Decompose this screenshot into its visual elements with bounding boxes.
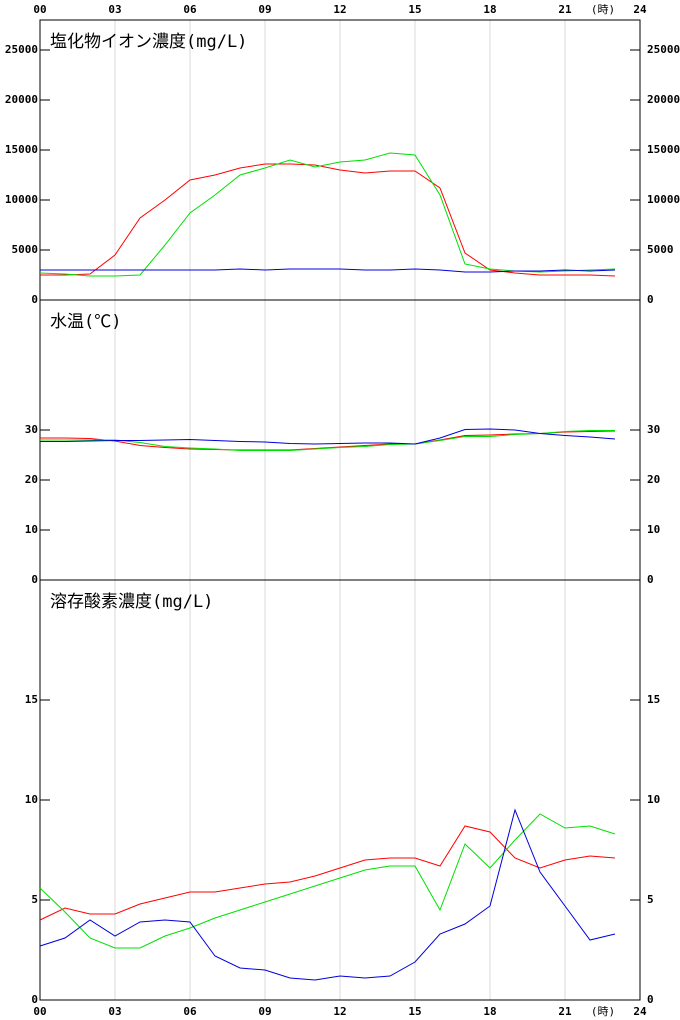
y-tick-label: 10 (647, 523, 660, 536)
x-tick-label: 21 (558, 1005, 572, 1018)
y-tick-label: 10000 (647, 193, 680, 206)
data-line (39, 808, 616, 981)
x-tick-label: 12 (333, 3, 346, 16)
y-tick-label: 20 (25, 473, 38, 486)
y-tick-label: 30 (647, 423, 660, 436)
y-tick-label: 15 (25, 693, 38, 706)
data-line (40, 268, 616, 273)
y-tick-label: 10 (25, 523, 38, 536)
y-tick-label: 10000 (5, 193, 38, 206)
x-tick-label: 03 (108, 1005, 121, 1018)
x-tick-label: 06 (183, 1005, 197, 1018)
data-line (39, 813, 616, 949)
panel-title: 溶存酸素濃度(mg/L) (50, 592, 213, 612)
y-tick-label: 5 (31, 893, 38, 906)
y-tick-label: 0 (647, 993, 654, 1006)
x-tick-label: 12 (333, 1005, 346, 1018)
x-tick-label: 03 (108, 3, 121, 16)
y-tick-label: 30 (25, 423, 38, 436)
x-tick-label: 21 (558, 3, 572, 16)
x-tick-label: 24 (633, 1005, 647, 1018)
y-tick-label: 25000 (647, 43, 680, 56)
y-tick-label: 15000 (647, 143, 680, 156)
panel-title: 塩化物イオン濃度(mg/L) (50, 32, 247, 52)
x-tick-label: 09 (258, 3, 271, 16)
data-line (40, 163, 616, 277)
plot-frame (39, 579, 641, 1001)
x-tick-label: 15 (408, 1005, 421, 1018)
y-tick-label: 0 (647, 573, 654, 586)
x-tick-label: 06 (183, 3, 197, 16)
y-tick-label: 20000 (647, 93, 680, 106)
x-tick-label: 15 (408, 3, 421, 16)
y-tick-label: 5000 (12, 243, 39, 256)
x-tick-label: 00 (33, 3, 46, 16)
y-tick-label: 0 (31, 993, 38, 1006)
y-tick-label: 5 (647, 893, 654, 906)
x-unit: (時) (591, 3, 615, 16)
data-line (39, 825, 616, 921)
x-tick-label: 18 (483, 1005, 496, 1018)
y-tick-label: 10 (25, 793, 38, 806)
y-tick-label: 15 (647, 693, 660, 706)
y-tick-label: 0 (647, 293, 654, 306)
data-line (39, 152, 616, 277)
data-line (40, 430, 615, 451)
y-tick-label: 10 (647, 793, 660, 806)
y-tick-label: 20 (647, 473, 660, 486)
y-tick-label: 20000 (5, 93, 38, 106)
y-tick-label: 0 (31, 293, 38, 306)
y-tick-label: 5000 (647, 243, 674, 256)
x-tick-label: 18 (483, 3, 496, 16)
x-tick-label: 09 (258, 1005, 271, 1018)
panel-title: 水温(℃) (50, 312, 121, 332)
x-unit: (時) (591, 1005, 615, 1018)
y-tick-label: 0 (31, 573, 38, 586)
y-tick-label: 15000 (5, 143, 38, 156)
x-tick-label: 00 (33, 1005, 46, 1018)
y-tick-label: 25000 (5, 43, 38, 56)
data-line (40, 428, 616, 445)
x-tick-label: 24 (633, 3, 647, 16)
